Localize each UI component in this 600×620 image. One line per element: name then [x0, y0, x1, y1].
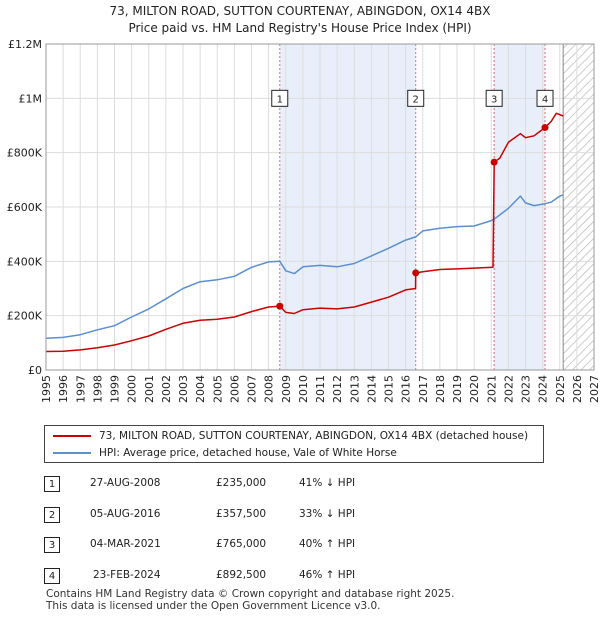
- sale-hpi-comparison: 41% ↓ HPI: [299, 477, 356, 489]
- x-tick-label: 2025: [554, 375, 567, 403]
- footer-line-1: Contains HM Land Registry data © Crown c…: [46, 588, 455, 600]
- property-series-line: [45, 112, 564, 353]
- x-tick-label: 2027: [588, 375, 600, 403]
- x-tick-label: 2022: [502, 375, 515, 403]
- sale-hpi-comparison: 46% ↑ HPI: [299, 569, 356, 581]
- sale-number-badge: 1: [44, 476, 60, 492]
- legend-swatch-property: [53, 435, 91, 437]
- x-tick-label: 2009: [280, 375, 293, 403]
- sale-date: 27-AUG-2008: [90, 477, 161, 489]
- x-tick-label: 2010: [297, 375, 310, 403]
- x-tick-label: 2023: [520, 375, 533, 403]
- x-tick-label: 2018: [434, 375, 447, 403]
- x-tick-label: 2003: [177, 375, 190, 403]
- x-tick-label: 2015: [383, 375, 396, 403]
- sale-label-box: [536, 89, 554, 107]
- sale-number-badge: 4: [44, 568, 60, 584]
- sale-price: £235,000: [216, 477, 267, 489]
- x-tick-label: 1996: [57, 375, 70, 403]
- y-tick-label: £1.2M: [8, 38, 42, 51]
- footer-attribution: Contains HM Land Registry data © Crown c…: [46, 588, 454, 612]
- sale-date: 04-MAR-2021: [90, 538, 161, 550]
- x-tick-label: 2000: [126, 375, 139, 403]
- title-line-2: Price paid vs. HM Land Registry's House …: [128, 21, 472, 35]
- x-tick-label: 2016: [400, 375, 413, 403]
- sale-price: £357,500: [216, 508, 267, 520]
- legend-item-hpi: HPI: Average price, detached house, Vale…: [53, 445, 397, 462]
- x-tick-label: 2011: [314, 375, 327, 403]
- x-tick-label: 2019: [451, 375, 464, 403]
- x-tick-label: 1999: [109, 375, 122, 403]
- sale-date: 23-FEB-2024: [93, 569, 161, 581]
- footer-line-2: This data is licensed under the Open Gov…: [46, 600, 381, 612]
- x-tick-label: 2006: [228, 375, 241, 403]
- x-tick-label: 1997: [74, 375, 87, 403]
- legend-swatch-hpi: [53, 452, 91, 454]
- x-tick-label: 2005: [211, 375, 224, 403]
- sale-price: £892,500: [216, 569, 267, 581]
- legend-item-property: 73, MILTON ROAD, SUTTON COURTENAY, ABING…: [53, 428, 528, 445]
- table-row: 1 27-AUG-2008 £235,000 41% ↓ HPI: [44, 476, 564, 496]
- plot-frame: [45, 43, 595, 371]
- sale-label-box: [407, 89, 425, 107]
- x-tick-label: 2002: [160, 375, 173, 403]
- hpi-series-line: [45, 194, 564, 339]
- sale-label-box: [271, 89, 289, 107]
- legend-label-property: 73, MILTON ROAD, SUTTON COURTENAY, ABING…: [99, 430, 529, 442]
- y-tick-label: £400K: [7, 255, 43, 268]
- sale-label-number: 3: [491, 94, 497, 105]
- x-tick-label: 2013: [348, 375, 361, 403]
- x-tick-label: 2008: [263, 375, 276, 403]
- y-tick-label: £200K: [7, 310, 43, 323]
- sale-price: £765,000: [216, 538, 267, 550]
- x-tick-label: 2020: [468, 375, 481, 403]
- sale-point: [412, 269, 420, 277]
- table-row: 4 23-FEB-2024 £892,500 46% ↑ HPI: [44, 568, 564, 588]
- x-tick-label: 1998: [91, 375, 104, 403]
- x-tick-label: 1995: [40, 375, 53, 403]
- sale-date: 05-AUG-2016: [90, 508, 161, 520]
- sale-number-badge: 2: [44, 507, 60, 523]
- sale-number-badge: 3: [44, 537, 60, 553]
- x-tick-label: 2004: [194, 375, 207, 403]
- table-row: 2 05-AUG-2016 £357,500 33% ↓ HPI: [44, 507, 564, 527]
- sale-point: [276, 302, 284, 310]
- x-tick-label: 2017: [417, 375, 430, 403]
- x-tick-label: 2024: [537, 375, 550, 403]
- sale-point: [490, 158, 498, 166]
- x-tick-label: 2012: [331, 375, 344, 403]
- legend-label-hpi: HPI: Average price, detached house, Vale…: [99, 447, 397, 459]
- sale-hpi-comparison: 33% ↓ HPI: [299, 508, 356, 520]
- legend: 73, MILTON ROAD, SUTTON COURTENAY, ABING…: [44, 425, 544, 463]
- y-tick-label: £1M: [19, 92, 43, 105]
- sale-label-box: [485, 89, 503, 107]
- sale-hpi-comparison: 40% ↑ HPI: [299, 538, 356, 550]
- x-tick-label: 2021: [485, 375, 498, 403]
- sale-label-number: 4: [542, 94, 548, 105]
- title-line-1: 73, MILTON ROAD, SUTTON COURTENAY, ABING…: [109, 4, 491, 18]
- x-tick-label: 2026: [571, 375, 584, 403]
- x-tick-label: 2001: [143, 375, 156, 403]
- x-tick-label: 2007: [246, 375, 259, 403]
- sale-label-number: 2: [413, 94, 419, 105]
- y-tick-label: £0: [28, 364, 42, 377]
- y-tick-label: £600K: [7, 201, 43, 214]
- sale-point: [541, 124, 549, 132]
- chart-title: 73, MILTON ROAD, SUTTON COURTENAY, ABING…: [0, 3, 600, 37]
- price-chart: 1 2 3 4 £0 £200K £400K £600K £800K £1M £1.2M 1995 1…: [7, 38, 600, 403]
- sale-label-number: 1: [277, 94, 283, 105]
- table-row: 3 04-MAR-2021 £765,000 40% ↑ HPI: [44, 537, 564, 557]
- x-tick-label: 2014: [365, 375, 378, 403]
- y-tick-label: £800K: [7, 147, 43, 160]
